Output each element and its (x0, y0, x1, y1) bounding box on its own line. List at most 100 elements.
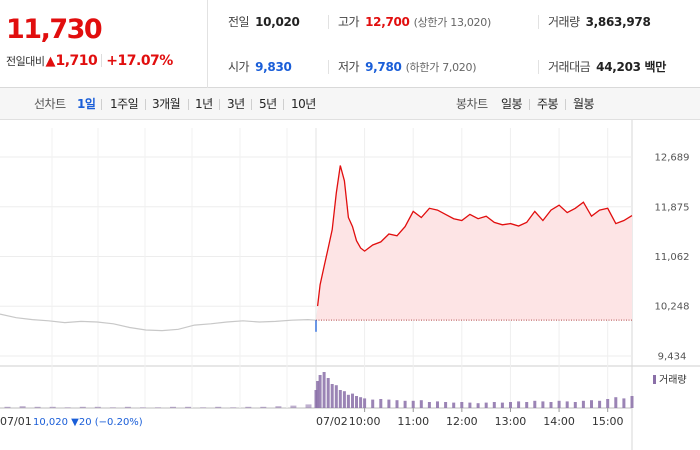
change-rate: +17.07% (106, 53, 173, 69)
volume-bar (124, 406, 131, 408)
volume-bar (541, 401, 545, 408)
open-label: 시가 (228, 60, 250, 74)
volume-bar (215, 406, 222, 408)
x-tick-label: 07/01 (0, 415, 32, 428)
x-tick-label: 10:00 (349, 415, 381, 428)
volume-bar (387, 399, 391, 408)
tab-10year[interactable]: 10년 (291, 97, 316, 111)
prev-day-price-line (0, 313, 317, 332)
tab-1week[interactable]: 1주일 (110, 97, 139, 111)
trade-value-label: 거래대금 (548, 60, 591, 74)
tab-1day[interactable]: 1일 (77, 97, 96, 111)
volume-bar (557, 400, 561, 408)
x-axis-labels: 07/01 10,020 ▼20 (−0.20%) 07/02 10:00 11:00 1… (0, 408, 624, 428)
price-lines (0, 165, 633, 332)
volume-bar (170, 406, 176, 408)
volume-bar (230, 407, 237, 408)
volume-bar (19, 406, 26, 408)
change-amount: 1,710 (55, 53, 98, 69)
tab-5year[interactable]: 5년 (259, 97, 277, 111)
x-tick-label: 12:00 (446, 415, 478, 428)
price-area-fill (316, 165, 632, 321)
volume-bar (606, 399, 610, 408)
tab-3month[interactable]: 3개월 (152, 97, 181, 111)
volume-bar (245, 406, 252, 408)
tab-monthly-candle[interactable]: 월봉 (573, 97, 595, 111)
trade-value-value: 44,203 백만 (596, 60, 667, 74)
volume-bar (34, 406, 41, 408)
divider (283, 99, 284, 110)
prev-close-info: 10,020 ▼20 (−0.20%) (33, 417, 143, 428)
volume-bar (525, 402, 529, 408)
tab-daily-candle[interactable]: 일봉 (501, 97, 523, 111)
divider (538, 15, 539, 29)
chart-period-tabs: 선차트 1일 1주일 3개월 1년 3년 5년 10년 봉차트 일봉 주봉 월봉 (0, 88, 700, 120)
volume-bar (140, 407, 146, 408)
volume-bar (338, 390, 342, 408)
volume-bar (403, 400, 407, 408)
divider (328, 60, 329, 74)
divider (328, 15, 329, 29)
change-label: 전일대비 (6, 55, 45, 68)
tab-weekly-candle[interactable]: 주봉 (537, 97, 559, 111)
x-tick-label: 14:00 (543, 415, 575, 428)
volume-bar (614, 397, 618, 408)
price-area (316, 165, 632, 321)
volume-bar (260, 406, 267, 408)
volume-legend: 거래량 (659, 374, 687, 386)
divider (538, 60, 539, 74)
upper-limit: (상한가 13,020) (413, 16, 492, 29)
prev-close-value: 10,020 (255, 15, 300, 29)
tab-3year[interactable]: 3년 (227, 97, 245, 111)
volume-bar (342, 391, 346, 408)
volume-bar (622, 398, 626, 408)
lower-limit: (하한가 7,020) (405, 61, 477, 74)
prev-close-label: 전일 (228, 15, 250, 29)
divider (145, 99, 146, 110)
volume-bar (79, 406, 86, 408)
volume-bar (468, 402, 472, 408)
volume-bar (476, 403, 480, 408)
volume-bar (460, 402, 464, 408)
volume-bar (411, 400, 415, 408)
volume-bar (94, 406, 101, 408)
divider (188, 99, 189, 110)
volume-bar (355, 396, 358, 408)
volume-bar (379, 399, 383, 408)
divider (101, 99, 102, 110)
volume-bar (509, 402, 512, 408)
current-price: 11,730 (6, 14, 103, 45)
volume-bar (290, 405, 297, 408)
volume-bar (109, 407, 116, 408)
low-value: 9,780 (365, 60, 402, 74)
volume-bars (4, 372, 634, 408)
y-axis-labels: 12,689 11,875 11,062 10,248 9,434 (655, 153, 690, 363)
low-label: 저가 (338, 60, 360, 74)
low-cell: 저가 9,780 (하한가 7,020) (338, 57, 477, 77)
y-tick-label: 9,434 (658, 352, 687, 363)
volume-bar (452, 402, 456, 408)
x-tick-label: 15:00 (592, 415, 624, 428)
open-value: 9,830 (255, 60, 292, 74)
x-tick-label: 11:00 (397, 415, 429, 428)
divider (101, 54, 103, 67)
up-triangle-icon: ▲ (45, 54, 56, 69)
volume-bar (492, 402, 496, 408)
volume-bar (500, 402, 504, 408)
volume-bar (185, 406, 192, 408)
volume-bar (444, 402, 448, 408)
y-tick-label: 11,875 (655, 202, 690, 213)
open-cell: 시가 9,830 (228, 57, 292, 77)
volume-bar (351, 393, 354, 408)
volume-bar (49, 406, 56, 408)
volume-bar (318, 375, 322, 408)
candle-chart-label: 봉차트 (456, 97, 488, 111)
y-tick-label: 12,689 (655, 153, 690, 164)
volume-bar (517, 401, 521, 408)
tab-1year[interactable]: 1년 (195, 97, 213, 111)
divider (565, 99, 566, 110)
divider (251, 99, 252, 110)
price-chart[interactable]: 12,689 11,875 11,062 10,248 9,434 07/01 10,02… (0, 120, 700, 450)
volume-bar (484, 402, 488, 408)
prev-close-cell: 전일 10,020 (228, 12, 300, 32)
